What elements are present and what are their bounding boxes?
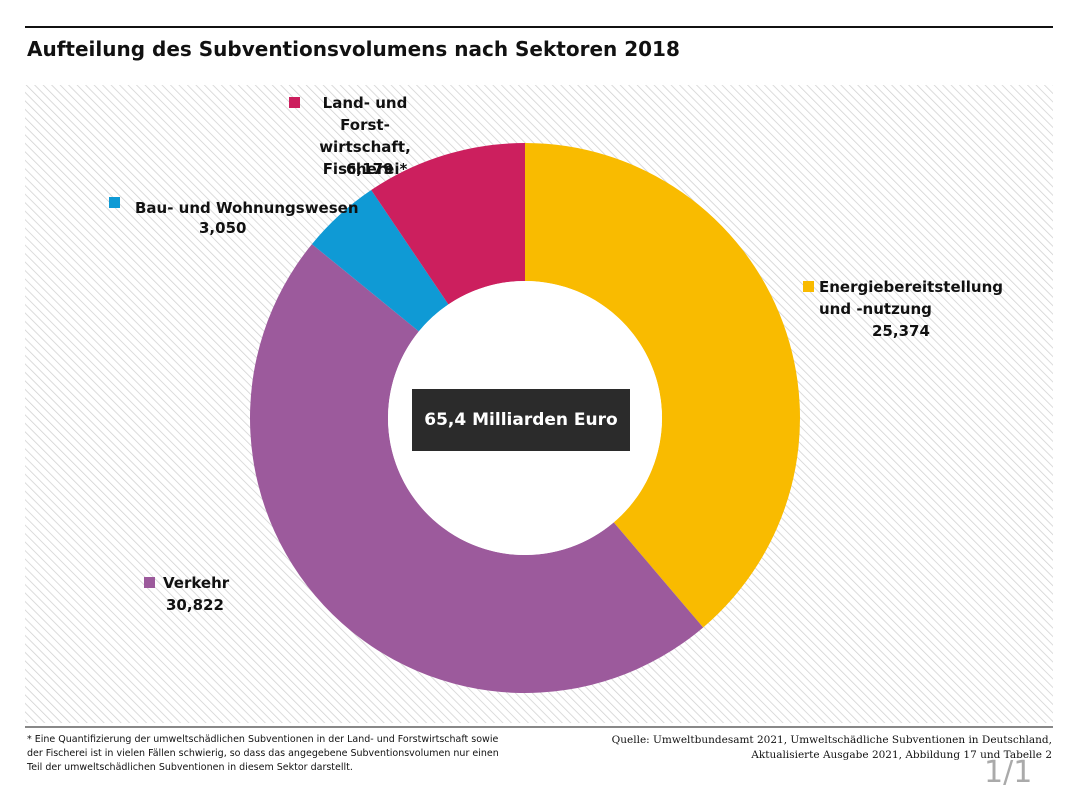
donut-segment (525, 143, 800, 628)
legend-swatch (803, 281, 814, 292)
value-label: 30,822 (166, 596, 224, 614)
segment-label: Bau- und Wohnungswesen (135, 199, 359, 217)
chart-title: Aufteilung des Subventionsvolumens nach … (27, 37, 680, 61)
legend-swatch (289, 97, 300, 108)
segment-label: Land- und Forst- wirtschaft, Fischerei* (319, 94, 411, 178)
center-label: 65,4 Milliarden Euro (412, 389, 630, 451)
donut-segment (371, 143, 525, 305)
donut-segment (250, 244, 704, 693)
top-rule (25, 26, 1053, 28)
legend-swatch (144, 577, 155, 588)
legend-swatch (109, 197, 120, 208)
footnote: * Eine Quantifizierung der umweltschädli… (27, 734, 499, 773)
value-label: 3,050 (199, 219, 247, 237)
value-label: 25,374 (872, 322, 930, 340)
segment-label: Energiebereitstellung und -nutzung (819, 278, 1003, 318)
value-label: 6,179 (346, 160, 394, 178)
page-indicator: 1/1 (984, 755, 1033, 786)
donut-segment (311, 190, 449, 332)
source: Quelle: Umweltbundesamt 2021, Umweltschä… (611, 734, 1052, 761)
segment-label: Verkehr (163, 574, 230, 592)
